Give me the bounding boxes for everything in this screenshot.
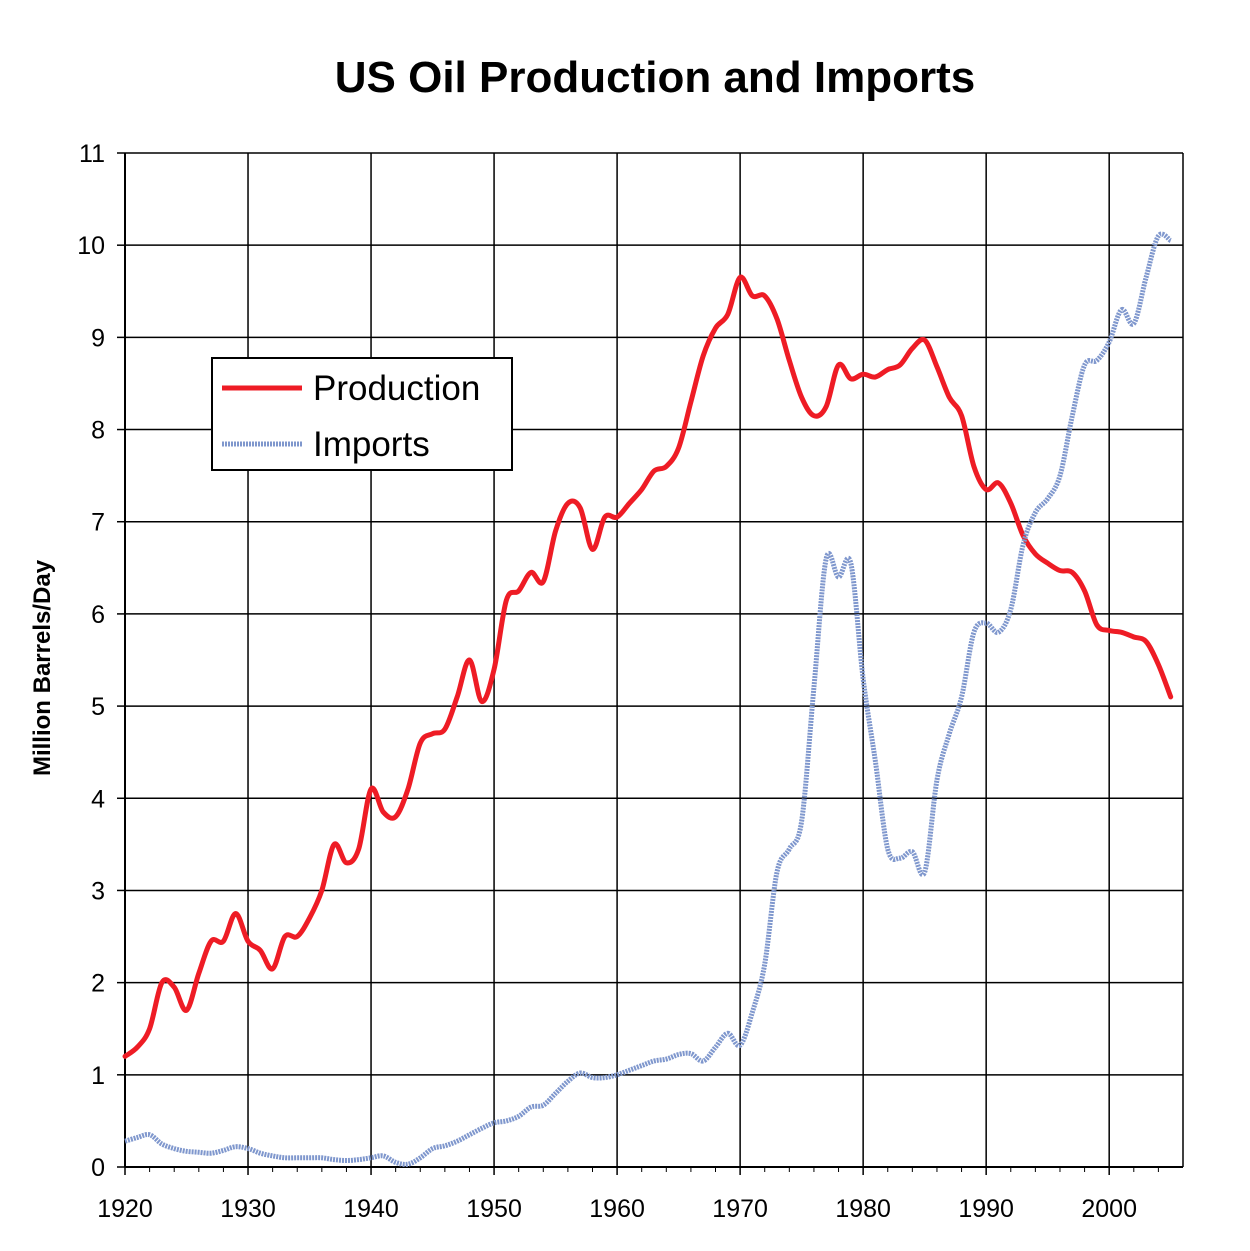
legend-box bbox=[211, 357, 513, 471]
x-tick-label: 1990 bbox=[958, 1195, 1014, 1223]
y-tick-label: 1 bbox=[91, 1062, 105, 1090]
chart-title: US Oil Production and Imports bbox=[335, 53, 975, 102]
y-axis-ticks: 0 1 2 3 4 5 6 7 8 9 10 11 bbox=[77, 140, 125, 1182]
x-tick-label: 1920 bbox=[97, 1195, 153, 1223]
x-tick-label: 2000 bbox=[1081, 1195, 1137, 1223]
y-tick-label: 11 bbox=[79, 140, 105, 168]
y-axis-label: Million Barrels/Day bbox=[29, 559, 56, 776]
y-tick-label: 4 bbox=[91, 785, 105, 813]
y-tick-label: 6 bbox=[91, 601, 105, 629]
x-tick-label: 1930 bbox=[220, 1195, 276, 1223]
series-line-imports bbox=[124, 231, 1173, 1167]
series-layer bbox=[122, 231, 1174, 1167]
y-tick-label: 0 bbox=[91, 1154, 105, 1182]
x-tick-label: 1980 bbox=[835, 1195, 891, 1223]
legend-label-imports: Imports bbox=[313, 425, 430, 464]
y-tick-label: 8 bbox=[91, 417, 105, 445]
x-tick-label: 1970 bbox=[712, 1195, 768, 1223]
x-tick-label: 1940 bbox=[343, 1195, 399, 1223]
x-tick-label: 1960 bbox=[589, 1195, 645, 1223]
x-tick-label: 1950 bbox=[466, 1195, 522, 1223]
legend: Production Imports bbox=[211, 357, 513, 471]
grid bbox=[125, 152, 1183, 1167]
axes bbox=[124, 153, 1184, 1168]
series-line-production bbox=[122, 274, 1174, 1059]
y-tick-label: 7 bbox=[91, 509, 105, 537]
y-tick-label: 5 bbox=[91, 693, 105, 721]
y-tick-label: 2 bbox=[91, 970, 105, 998]
legend-label-production: Production bbox=[313, 369, 480, 408]
y-tick-label: 3 bbox=[91, 877, 105, 905]
y-tick-label: 10 bbox=[77, 232, 105, 260]
y-tick-label: 9 bbox=[91, 324, 105, 352]
x-axis-ticks: 1920 1930 1940 1950 1960 1970 1980 1990 2000 bbox=[97, 1167, 1159, 1223]
